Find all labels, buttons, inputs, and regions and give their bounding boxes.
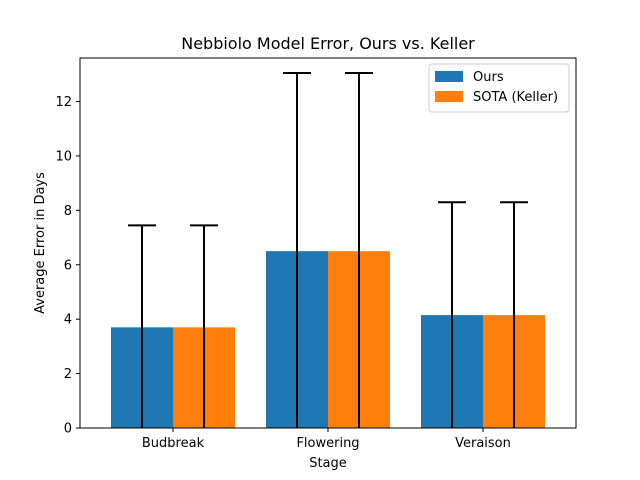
legend-box: [428, 63, 570, 113]
error-bar: [190, 224, 218, 428]
y-tick-label: 10: [55, 149, 72, 164]
error-bar: [283, 71, 311, 428]
y-tick-label: 0: [64, 422, 72, 437]
legend: Ours SOTA (Keller): [428, 63, 570, 113]
y-tick-label: 12: [55, 95, 72, 110]
error-bars-layer: [128, 71, 528, 428]
x-axis-label: Stage: [309, 456, 347, 471]
y-axis: 0 2 4 6 8 10 12: [55, 95, 80, 437]
error-bar: [345, 71, 373, 428]
y-tick-label: 8: [64, 204, 72, 219]
x-tick-label: Flowering: [296, 436, 359, 451]
legend-swatch: [435, 91, 463, 102]
y-tick-label: 6: [64, 258, 72, 273]
y-axis-label: Average Error in Days: [33, 172, 48, 314]
error-bar: [500, 201, 528, 428]
legend-swatch: [435, 71, 463, 82]
legend-label: Ours: [473, 70, 504, 85]
x-axis: Budbreak Flowering Veraison: [142, 428, 511, 451]
plot-frame: [79, 57, 577, 429]
error-bar: [438, 201, 466, 428]
bars-layer: [111, 251, 545, 428]
x-tick-label: Budbreak: [142, 436, 205, 451]
legend-label: SOTA (Keller): [473, 90, 558, 105]
y-tick-label: 2: [64, 367, 72, 382]
chart-title: Nebbiolo Model Error, Ours vs. Keller: [181, 34, 475, 53]
error-bar: [128, 224, 156, 428]
x-tick-label: Veraison: [455, 436, 511, 451]
y-tick-label: 4: [64, 313, 72, 328]
